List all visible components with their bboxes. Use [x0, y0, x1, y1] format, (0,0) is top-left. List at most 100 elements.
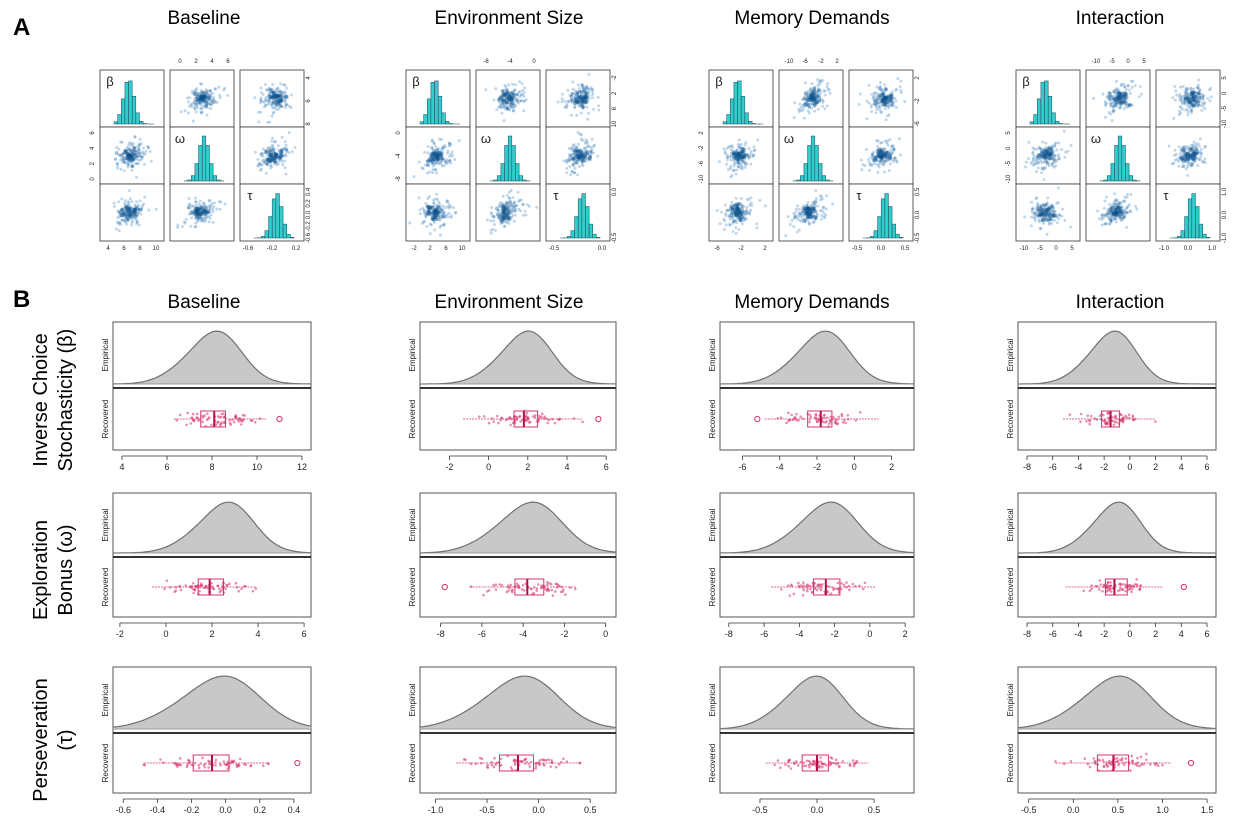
x-tick-label: 0.0 [219, 805, 232, 815]
recovered-point [818, 584, 821, 587]
scatter-point [784, 234, 788, 238]
recovered-point [808, 417, 812, 421]
scatter-core-point [584, 91, 589, 96]
scatter-point [138, 158, 142, 162]
scatter-point [581, 105, 585, 109]
histogram-bar [722, 121, 727, 125]
x-tick-label: 4 [1179, 462, 1184, 472]
scatter-point [581, 106, 585, 110]
scatter-point [883, 139, 887, 143]
scatter-core-point [276, 95, 281, 100]
scatter-point [129, 206, 133, 210]
scatter-core-point [584, 99, 589, 104]
scatter-point [134, 161, 138, 165]
scatter-core-point [802, 211, 807, 216]
scatter-point [501, 194, 505, 198]
scatter-point [259, 96, 263, 100]
scatter-point [1063, 155, 1067, 159]
recovered-point [1109, 590, 1113, 593]
recovered-point [805, 589, 809, 593]
scatter-point [587, 72, 591, 76]
scatter-point [130, 223, 134, 227]
scatter-point [203, 99, 207, 103]
scatter-point [788, 222, 792, 226]
scatter-core-point [198, 208, 203, 213]
scatter-point [137, 207, 141, 211]
scatter-point [562, 159, 566, 163]
scatter-point [205, 113, 209, 117]
scatter-point [193, 206, 197, 210]
bottom-tick-label: 8 [138, 246, 142, 252]
scatter-point [451, 205, 455, 209]
scatter-point [583, 141, 587, 145]
scatter-point [190, 216, 194, 220]
scatter-core-point [502, 92, 507, 97]
scatter-core-point [1043, 209, 1048, 214]
recovered-point [852, 764, 856, 768]
scatter-core-point [433, 153, 438, 158]
scatter-point [193, 106, 197, 110]
scatter-point [135, 200, 139, 204]
scatter-point [121, 160, 125, 164]
scatter-point [412, 175, 416, 179]
scatter-core-point [427, 157, 432, 162]
scatter-core-point [1120, 100, 1125, 105]
scatter-point [207, 204, 211, 208]
scatter-point [1171, 96, 1175, 100]
scatter-core-point [581, 97, 586, 102]
scatter-point [420, 166, 424, 170]
scatter-point [268, 157, 272, 161]
scatter-point [1096, 209, 1100, 213]
scatter-core-point [268, 94, 273, 99]
recovered-point [517, 586, 520, 590]
scatter-point [135, 152, 139, 156]
scatter-point [209, 92, 213, 96]
scatter-point [498, 97, 502, 101]
scatter-point [745, 205, 749, 209]
scatter-core-point [507, 201, 512, 206]
scatter-core-point [202, 95, 207, 100]
scatter-point [209, 94, 213, 98]
scatter-point [592, 144, 596, 148]
x-tick-label: -2 [1100, 629, 1108, 639]
scatter-point [194, 216, 198, 220]
scatter-point [199, 204, 203, 208]
recovered-point [846, 414, 850, 417]
scatter-point [137, 147, 141, 151]
scatter-point [758, 198, 762, 202]
scatter-core-point [880, 93, 885, 98]
scatter-point [446, 215, 450, 219]
scatter-point [804, 81, 808, 85]
scatter-point [432, 201, 436, 205]
scatter-core-point [267, 159, 272, 164]
left-tick-label: 4 [90, 146, 96, 150]
recovered-point [1054, 760, 1057, 763]
scatter-point [141, 152, 145, 156]
scatter-point [439, 210, 443, 214]
scatter-point [431, 171, 435, 175]
scatter-point [436, 161, 440, 165]
histogram-bar [1195, 206, 1200, 239]
scatter-point [581, 83, 585, 87]
scatter-core-point [579, 152, 584, 157]
scatter-point [434, 197, 438, 201]
scatter-point [271, 149, 275, 153]
scatter-point [571, 162, 575, 166]
scatter-point [1178, 105, 1182, 109]
scatter-point [270, 94, 274, 98]
scatter-core-point [124, 212, 129, 217]
scatter-point [586, 87, 590, 91]
scatter-point [521, 203, 525, 207]
scatter-point [119, 140, 123, 144]
scatter-point [513, 89, 517, 93]
scatter-point [433, 149, 437, 153]
histogram-bar [264, 230, 269, 239]
scatter-point [1040, 171, 1044, 175]
scatter-point [585, 85, 589, 89]
scatter-point [504, 88, 508, 92]
scatter-point [449, 142, 453, 146]
scatter-core-point [279, 98, 284, 103]
histogram-bar [810, 135, 816, 182]
scatter-core-point [271, 155, 276, 160]
scatter-point [579, 111, 583, 115]
